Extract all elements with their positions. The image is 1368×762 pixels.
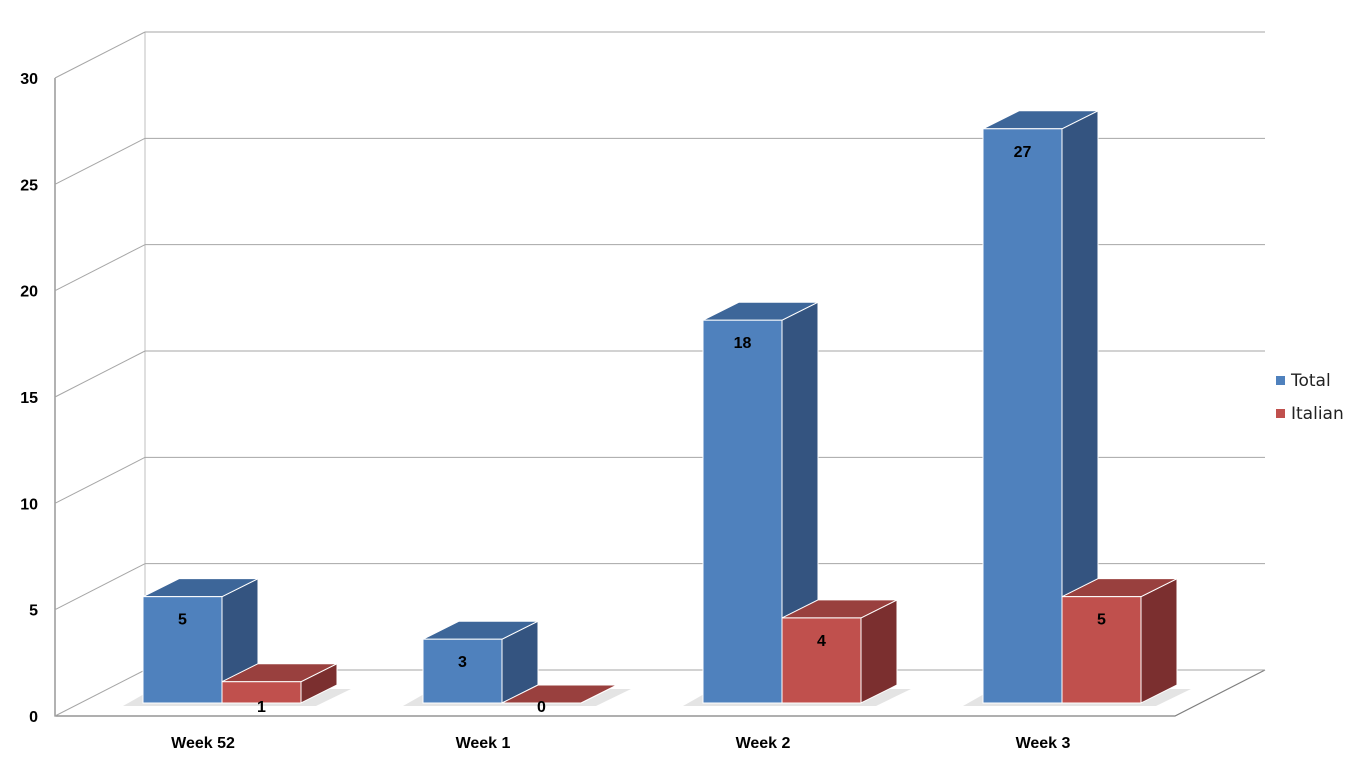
bar-total-2 [702,301,819,704]
bar-top [501,684,618,704]
legend: Total Italian [1276,364,1344,430]
data-label: 4 [817,633,826,650]
y-tick-label: 25 [20,177,38,194]
bar-front [221,681,302,704]
data-label: 3 [458,654,467,671]
y-tick-label: 30 [20,71,38,88]
x-tick-label: Week 2 [736,735,791,752]
bar-italian-3 [1061,577,1178,704]
bar-italian-2 [781,599,898,704]
bars [142,109,1178,704]
gridline-side [54,137,146,185]
y-tick-label: 0 [29,709,38,726]
y-axis: 0 5 10 15 20 25 30 [20,71,38,726]
data-label: 1 [257,699,266,716]
x-tick-label: Week 52 [171,735,235,752]
bar-front [422,638,503,704]
legend-swatch-total [1276,376,1285,385]
bar-front [982,128,1063,704]
legend-swatch-italian [1276,409,1285,418]
data-label: 0 [537,699,546,716]
gridline-side [54,456,146,504]
bar-total-1 [422,620,539,704]
gridline-side [54,31,146,79]
data-label: 27 [1014,144,1032,161]
gridline-side [54,563,146,611]
gridline-side [54,244,146,292]
x-tick-label: Week 3 [1016,735,1071,752]
data-labels: 5 1 3 0 18 4 27 5 [178,144,1106,716]
x-tick-label: Week 1 [456,735,511,752]
gridline-side [54,669,146,717]
bar-italian-0 [221,662,338,704]
data-label: 5 [1097,612,1106,629]
y-tick-label: 20 [20,284,38,301]
y-tick-label: 15 [20,390,38,407]
legend-label-total: Total [1291,370,1331,391]
y-tick-label: 10 [20,496,38,513]
bar-front [781,617,862,704]
gridline-side [54,350,146,398]
y-tick-label: 5 [29,603,38,620]
bar-italian-1 [501,684,618,704]
bar-front [1061,596,1142,704]
x-axis: Week 52 Week 1 Week 2 Week 3 [171,735,1070,752]
bar-total-3 [982,109,1099,704]
data-label: 18 [734,335,752,352]
legend-item-italian: Italian [1276,397,1344,430]
bar-side [1140,577,1178,704]
bar-front [142,596,223,704]
legend-item-total: Total [1276,364,1344,397]
data-label: 5 [178,612,187,629]
legend-label-italian: Italian [1291,403,1344,424]
bar-front [702,319,783,704]
